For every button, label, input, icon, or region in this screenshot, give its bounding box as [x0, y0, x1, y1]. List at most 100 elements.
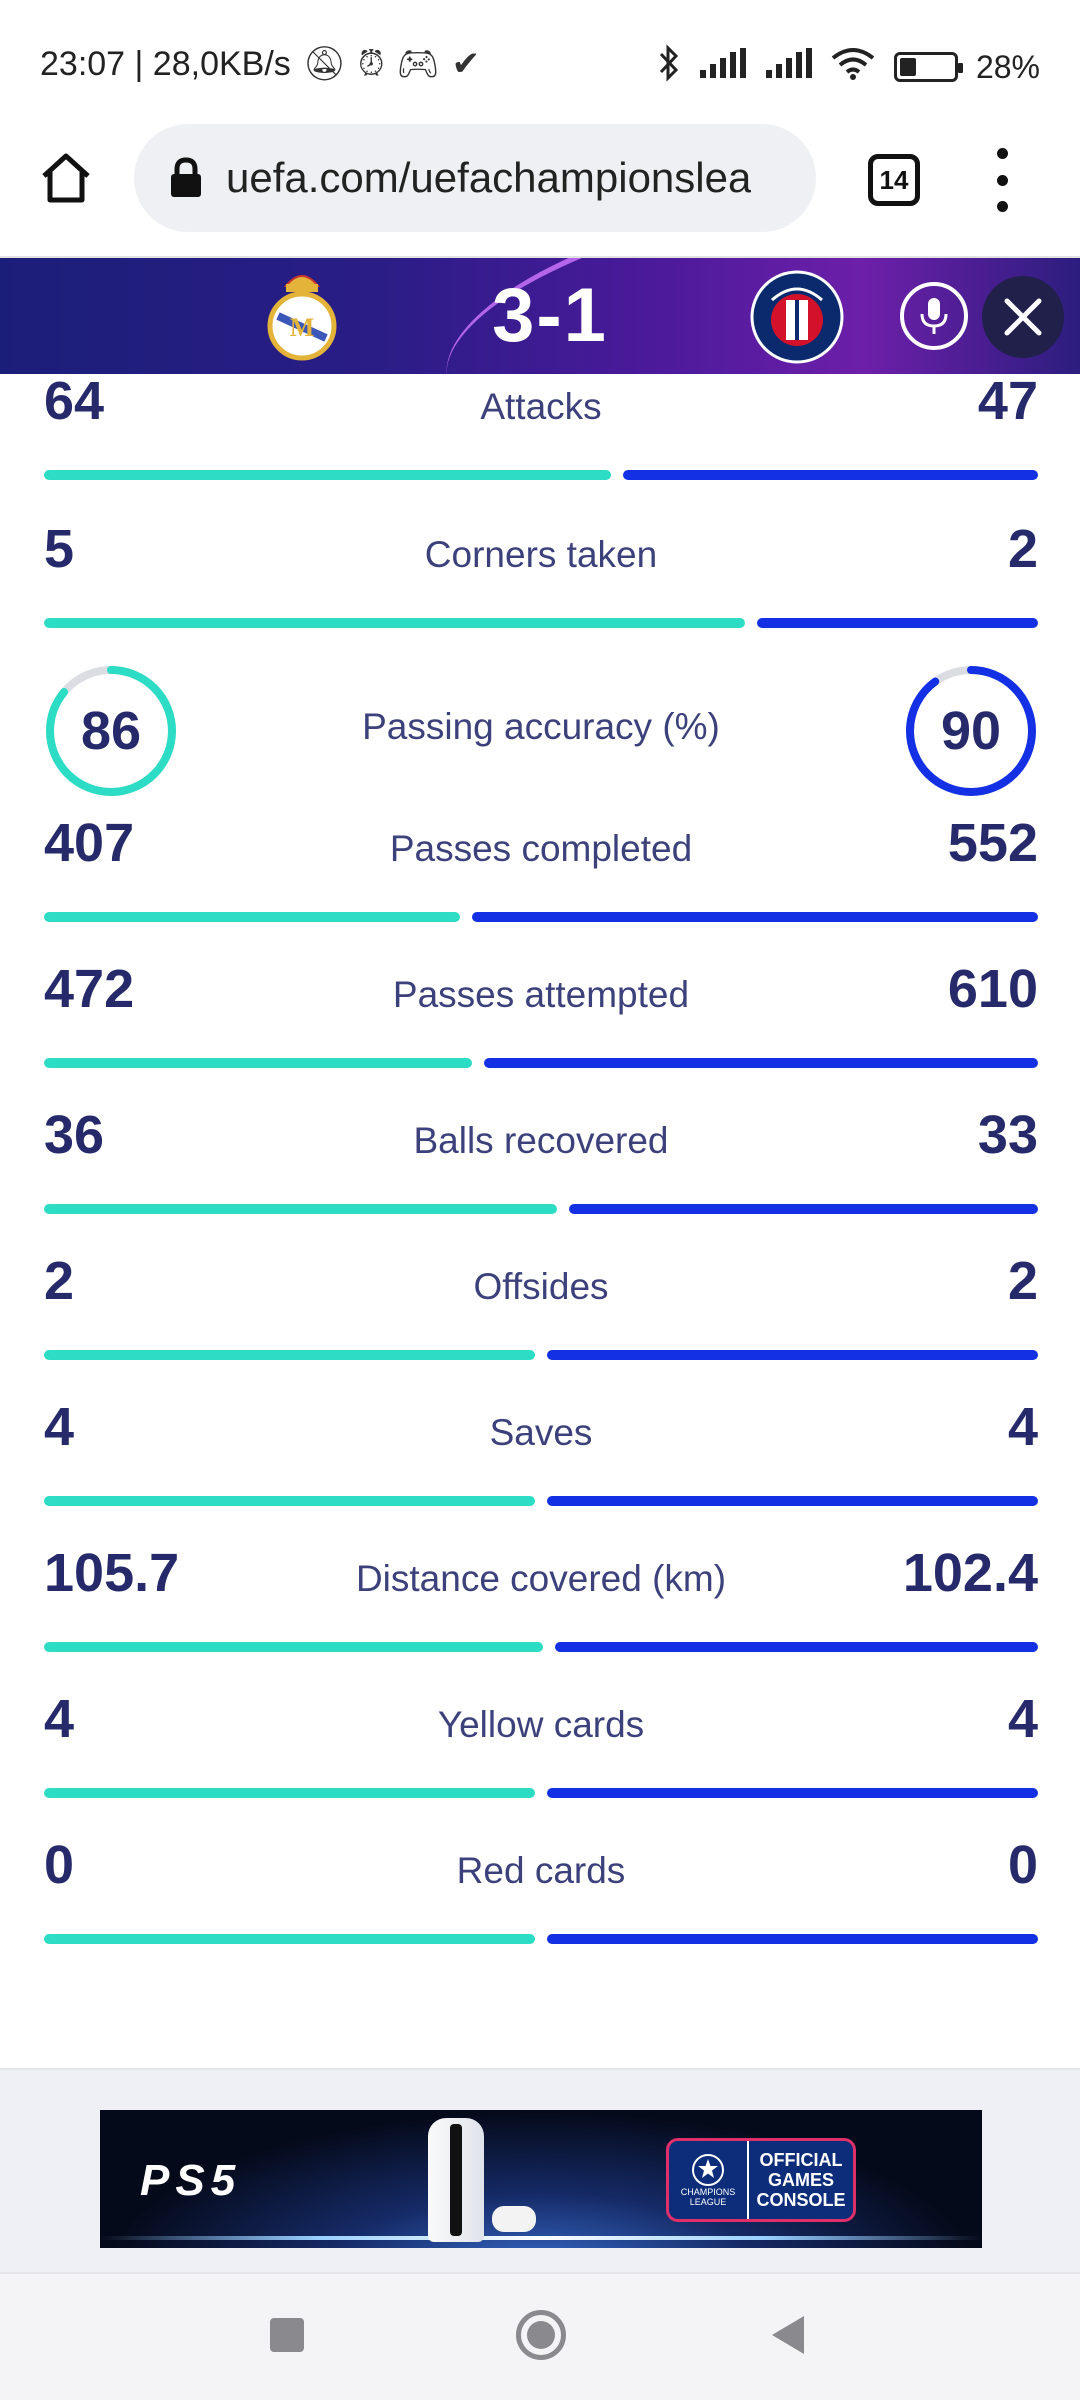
stat-row: 64 Attacks 47	[44, 366, 1038, 514]
away-value: 0	[1007, 1835, 1038, 1895]
stat-label: Distance covered (km)	[355, 1558, 727, 1599]
home-bar	[44, 912, 460, 922]
home-bar	[44, 1788, 535, 1798]
stat-row: 5 Corners taken 2	[44, 514, 1038, 662]
home-value: 0	[44, 1835, 75, 1895]
stat-bar	[44, 1934, 1038, 1944]
away-accuracy-ring: 90	[904, 664, 1038, 798]
away-value: 2	[1007, 1251, 1038, 1311]
stat-bar	[44, 470, 1038, 480]
stat-row: 4 Saves 4	[44, 1392, 1038, 1540]
status-bar: 23:07 | 28,0KB/s 🔕︎ ⏰︎ 🎮︎ ✔︎ 28%	[0, 0, 1080, 120]
more-menu-icon[interactable]	[990, 148, 1014, 212]
check-icon: ✔︎	[451, 45, 481, 83]
stat-row: 0 Red cards 0	[44, 1830, 1038, 1978]
stat-bar	[44, 618, 1038, 628]
stat-label: Passing accuracy (%)	[362, 706, 720, 747]
stat-label: Passes completed	[389, 828, 693, 869]
stat-label: Yellow cards	[437, 1704, 645, 1745]
microphone-icon	[920, 298, 948, 334]
stat-bar	[44, 1350, 1038, 1360]
stat-label: Red cards	[456, 1850, 626, 1891]
home-bar	[44, 1204, 557, 1214]
home-accuracy-ring: 86	[44, 664, 178, 798]
stat-row: 472 Passes attempted 610	[44, 954, 1038, 1102]
away-value: 610	[947, 959, 1038, 1019]
close-button[interactable]	[982, 276, 1064, 358]
home-nav-icon[interactable]	[516, 2310, 566, 2360]
home-bar	[44, 618, 745, 628]
home-value: 36	[44, 1105, 105, 1165]
wifi-icon	[830, 46, 876, 88]
recent-apps-icon[interactable]	[270, 2318, 304, 2352]
away-value: 4	[1007, 1689, 1038, 1749]
ps5-logo: PS5	[140, 2156, 242, 2205]
address-bar[interactable]: uefa.com/uefachampionslea	[134, 124, 816, 232]
stat-label: Attacks	[480, 386, 602, 427]
ad-area: PS5 CHAMPIONS LEAGUE OFFICIAL GAMES CONS…	[0, 2068, 1080, 2272]
ucl-logo: CHAMPIONS LEAGUE	[669, 2141, 749, 2219]
away-bar	[623, 470, 1038, 480]
back-icon[interactable]	[772, 2316, 804, 2354]
ucl-official-badge: CHAMPIONS LEAGUE OFFICIAL GAMES CONSOLE	[666, 2138, 856, 2222]
stat-row: 105.7 Distance covered (km) 102.4	[44, 1538, 1038, 1686]
stat-row: 407 Passes completed 552	[44, 808, 1038, 956]
home-value: 4	[44, 1397, 75, 1457]
stat-row: 36 Balls recovered 33	[44, 1100, 1038, 1248]
controller-image	[492, 2206, 536, 2232]
home-bar	[44, 1058, 472, 1068]
match-score: 3-1	[492, 273, 608, 358]
score-banner: M 3-1	[0, 258, 1080, 374]
muted-bell-icon: 🔕︎	[302, 45, 346, 83]
home-bar	[44, 470, 611, 480]
away-value: 33	[977, 1105, 1038, 1165]
home-value: 2	[44, 1251, 75, 1311]
svg-text:M: M	[290, 313, 315, 342]
away-bar	[484, 1058, 1038, 1068]
home-bar	[44, 1496, 535, 1506]
home-value: 407	[44, 813, 135, 873]
stat-label: Offsides	[473, 1266, 609, 1307]
microphone-button[interactable]	[900, 282, 968, 350]
time-speed-text: 23:07 | 28,0KB/s	[40, 44, 291, 83]
home-value: 472	[44, 959, 135, 1019]
stat-label: Corners taken	[424, 534, 658, 575]
home-bar	[44, 1350, 535, 1360]
away-bar	[547, 1934, 1038, 1944]
status-right: 28%	[658, 44, 1040, 90]
stat-bar	[44, 1788, 1038, 1798]
away-bar	[555, 1642, 1038, 1652]
game-controller-icon: 🎮︎	[396, 45, 440, 83]
home-bar	[44, 1934, 535, 1944]
stat-row: 2 Offsides 2	[44, 1246, 1038, 1394]
away-bar	[547, 1350, 1038, 1360]
home-value: 4	[44, 1689, 75, 1749]
away-value: 552	[947, 813, 1038, 873]
home-value: 105.7	[44, 1543, 180, 1603]
system-nav-bar	[0, 2272, 1080, 2400]
ps5-ad-banner[interactable]: PS5 CHAMPIONS LEAGUE OFFICIAL GAMES CONS…	[100, 2110, 982, 2248]
real-madrid-crest-icon: M	[266, 264, 338, 364]
battery-text: 28%	[975, 48, 1040, 85]
status-left: 23:07 | 28,0KB/s 🔕︎ ⏰︎ 🎮︎ ✔︎	[40, 44, 480, 84]
url-text: uefa.com/uefachampionslea	[226, 154, 752, 201]
away-value: 4	[1007, 1397, 1038, 1457]
ps5-console-image	[428, 2118, 484, 2242]
away-bar	[547, 1496, 1038, 1506]
away-value: 47	[977, 371, 1038, 431]
home-value: 64	[44, 371, 105, 431]
horizon-glow	[100, 2236, 982, 2240]
ucl-logo-text: CHAMPIONS LEAGUE	[680, 2187, 736, 2207]
official-console-text: OFFICIAL GAMES CONSOLE	[756, 2150, 846, 2210]
stat-bar	[44, 912, 1038, 922]
stat-bar	[44, 1642, 1038, 1652]
stat-bar	[44, 1058, 1038, 1068]
ucl-starball-icon	[692, 2154, 724, 2186]
away-bar	[472, 912, 1038, 922]
stat-label: Balls recovered	[413, 1120, 669, 1161]
home-icon[interactable]	[38, 150, 94, 206]
close-icon	[1004, 298, 1042, 336]
away-bar	[547, 1788, 1038, 1798]
tab-switcher-button[interactable]: 14	[868, 154, 920, 206]
away-accuracy-value: 90	[940, 701, 1002, 761]
